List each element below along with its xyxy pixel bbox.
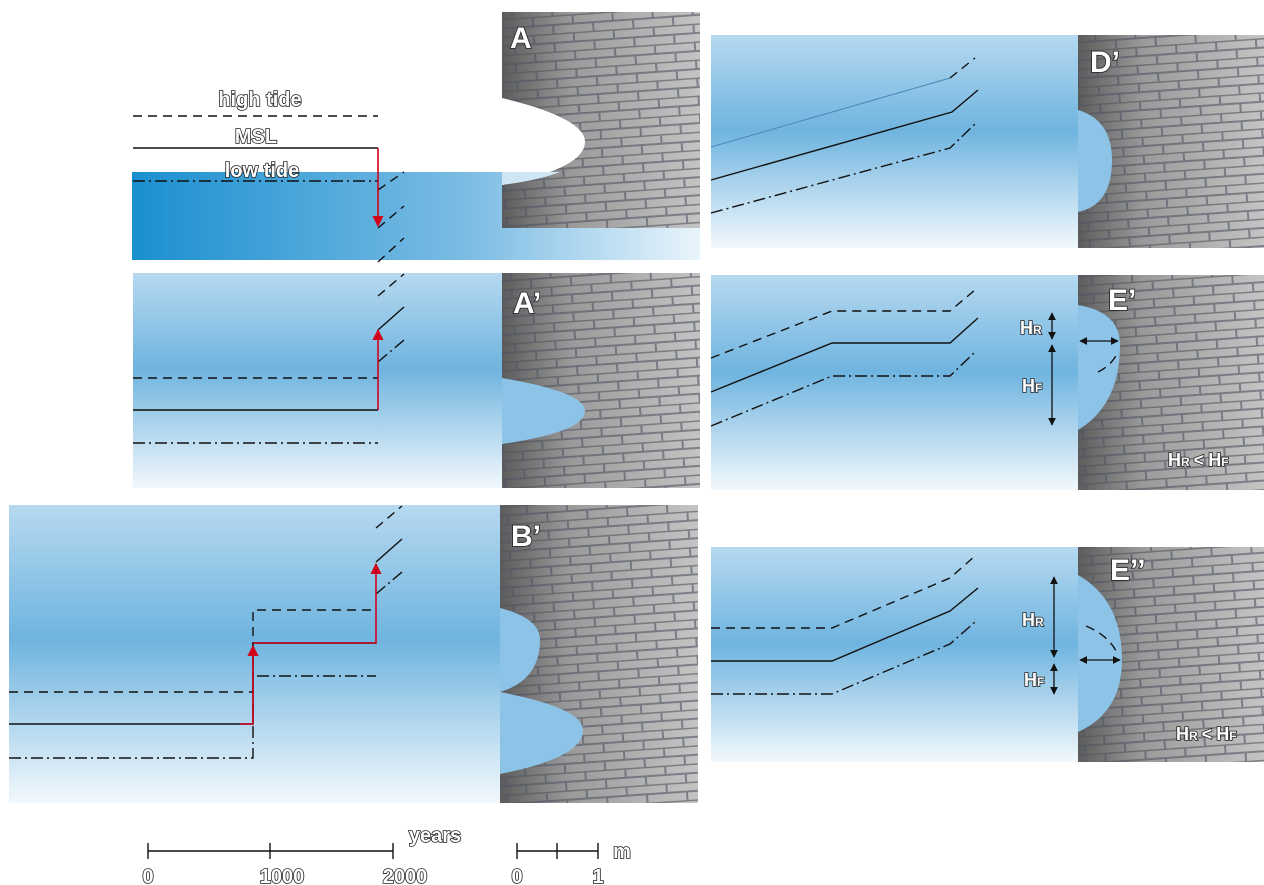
h: H [1208, 450, 1221, 470]
panel-a: high tide MSL low tide A [132, 12, 700, 262]
tick-label: 2000 [383, 866, 428, 885]
panel-label: B’ [511, 520, 541, 553]
tick-label: 1 [592, 866, 603, 885]
panel-a-prime: A’ [133, 273, 700, 488]
scale-bars: years 0 1000 2000 0 1 m [142, 825, 630, 885]
h: H [1020, 318, 1033, 338]
years-unit: years [409, 825, 461, 847]
sub: R [1033, 323, 1042, 337]
h: H [1022, 376, 1035, 396]
op: < [1194, 450, 1205, 470]
panel-e-double-prime: HR HF HR<HF E’’ [711, 547, 1264, 762]
sub: R [1181, 455, 1190, 469]
relation: HR<HF [1176, 724, 1237, 744]
low-tide-label: low tide [225, 160, 299, 182]
panel-label: A’ [513, 287, 541, 320]
sub: R [1189, 729, 1198, 743]
sub: F [1037, 675, 1044, 689]
panel-label: E’’ [1110, 554, 1146, 587]
panel-d-prime: D’ [711, 35, 1264, 248]
sub: R [1035, 615, 1044, 629]
panel-b-prime: B’ [9, 505, 698, 803]
high-tide-label: high tide [218, 89, 301, 111]
h: H [1168, 450, 1181, 470]
tick-label: 0 [511, 866, 522, 885]
panel-label: D’ [1090, 46, 1120, 79]
sub: F [1221, 455, 1228, 469]
diagram: high tide MSL low tide A A’ B’ D’ HR HF … [0, 0, 1264, 885]
panel-label: A [510, 22, 532, 55]
h: H [1176, 724, 1189, 744]
msl-label: MSL [235, 126, 277, 148]
m-unit: m [613, 841, 631, 863]
tick-label: 1000 [260, 866, 305, 885]
relation: HR<HF [1168, 450, 1229, 470]
h: H [1216, 724, 1229, 744]
tick-label: 0 [142, 866, 153, 885]
op: < [1202, 724, 1213, 744]
panel-e-prime: HR HF HR<HF E’ [711, 275, 1264, 490]
h: H [1022, 610, 1035, 630]
h: H [1024, 670, 1037, 690]
sub: F [1035, 381, 1042, 395]
sub: F [1229, 729, 1236, 743]
panel-label: E’ [1108, 284, 1136, 317]
